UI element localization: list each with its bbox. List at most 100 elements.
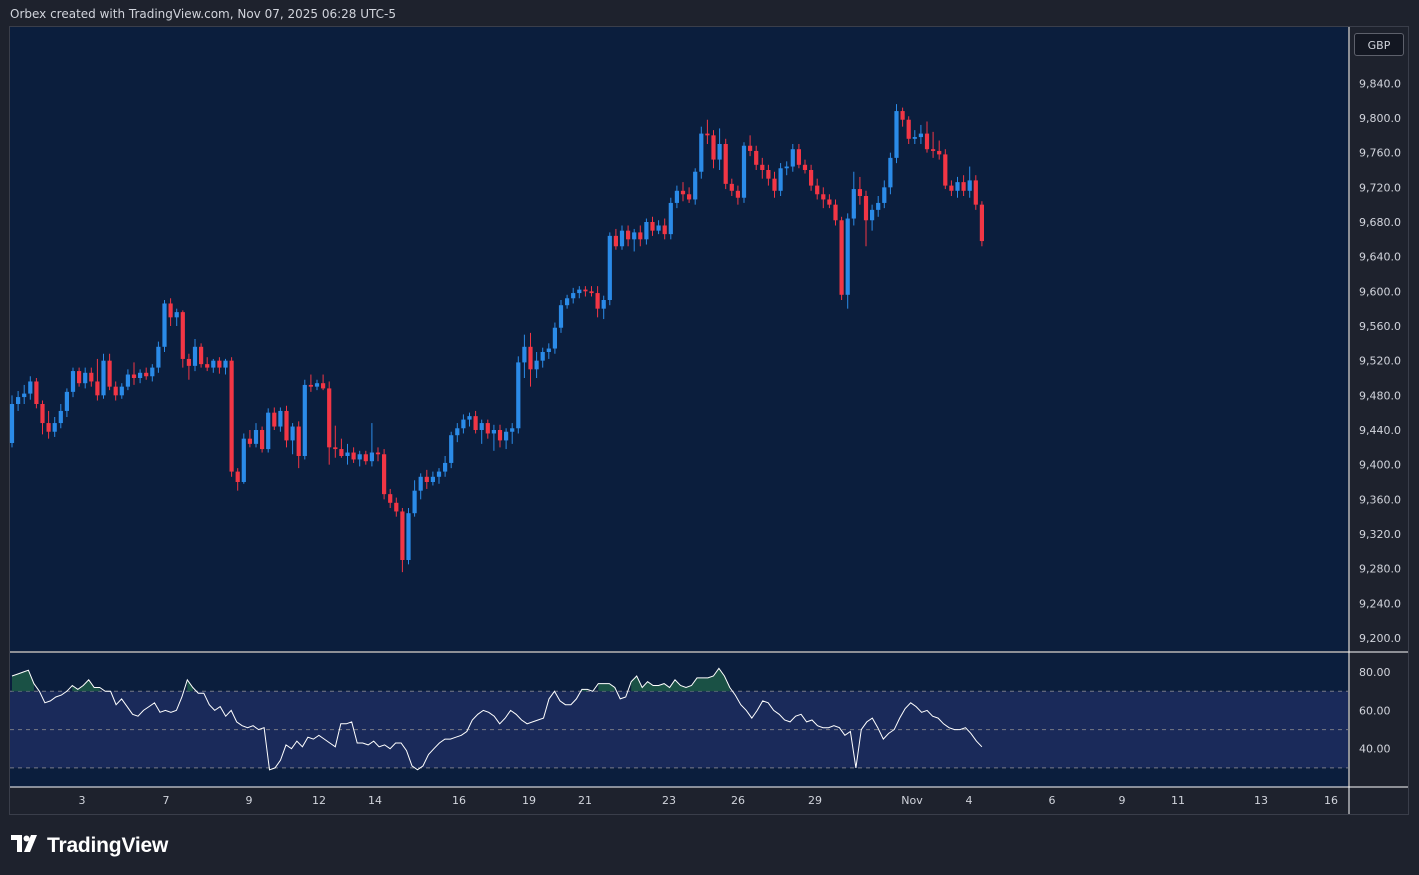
candlestick-series[interactable] bbox=[9, 104, 984, 573]
candle-down bbox=[638, 232, 643, 240]
candle-up bbox=[467, 416, 472, 420]
price-tick-label: 9,560.0 bbox=[1359, 320, 1401, 333]
candle-down bbox=[809, 170, 814, 186]
candle-down bbox=[979, 204, 984, 242]
time-tick-label: 12 bbox=[312, 794, 326, 807]
candle-down bbox=[235, 471, 240, 482]
candle-down bbox=[760, 164, 765, 170]
tradingview-brand[interactable]: TradingView bbox=[11, 832, 168, 859]
candle-up bbox=[851, 189, 856, 219]
candle-down bbox=[961, 182, 966, 191]
candle-down bbox=[308, 384, 313, 387]
chart-svg[interactable]: 9,200.0 9,240.0 9,280.0 9,320.0 9,360.0 9,400… bbox=[9, 26, 1409, 815]
time-tick-label: 3 bbox=[79, 794, 86, 807]
time-tick-label: 16 bbox=[452, 794, 466, 807]
candle-down bbox=[272, 412, 277, 427]
candle-up bbox=[534, 360, 539, 370]
candle-down bbox=[382, 454, 387, 495]
brand-name: TradingView bbox=[47, 833, 169, 857]
oscillator-series[interactable] bbox=[11, 667, 983, 771]
candle-up bbox=[510, 428, 515, 432]
candle-up bbox=[565, 298, 570, 306]
candle-up bbox=[406, 513, 411, 560]
candle-up bbox=[845, 218, 850, 295]
price-tick-label: 9,360.0 bbox=[1359, 493, 1401, 506]
candle-up bbox=[314, 383, 320, 387]
candle-up bbox=[278, 410, 283, 427]
time-tick-label: 23 bbox=[662, 794, 676, 807]
time-tick-label: 26 bbox=[731, 794, 745, 807]
candle-down bbox=[650, 222, 655, 231]
candle-down bbox=[485, 423, 490, 434]
candle-down bbox=[34, 381, 39, 404]
candle-down bbox=[205, 364, 210, 368]
candle-up bbox=[418, 476, 423, 491]
price-axis[interactable]: 9,200.0 9,240.0 9,280.0 9,320.0 9,360.0 9,400… bbox=[1359, 77, 1401, 645]
time-tick-label: 6 bbox=[1049, 794, 1056, 807]
candle-up bbox=[156, 346, 161, 368]
overbought-fill bbox=[598, 683, 615, 692]
price-tick-label: 9,840.0 bbox=[1359, 77, 1401, 90]
candle-down bbox=[95, 381, 100, 396]
candle-down bbox=[937, 150, 942, 155]
candle-up bbox=[70, 371, 76, 392]
price-tick-label: 9,600.0 bbox=[1359, 285, 1401, 298]
candle-down bbox=[351, 452, 356, 460]
currency-button[interactable]: GBP bbox=[1354, 33, 1404, 56]
candle-up bbox=[491, 430, 496, 434]
candle-up bbox=[449, 435, 454, 463]
candle-down bbox=[168, 303, 173, 318]
time-tick-label: 7 bbox=[163, 794, 170, 807]
chart-border bbox=[9, 26, 1409, 815]
candle-down bbox=[217, 360, 222, 368]
price-tick-label: 9,400.0 bbox=[1359, 459, 1401, 472]
candle-up bbox=[119, 386, 124, 396]
candle-up bbox=[912, 137, 917, 139]
candle-down bbox=[497, 430, 503, 441]
candle-up bbox=[357, 454, 362, 460]
candle-up bbox=[223, 360, 228, 368]
candle-up bbox=[699, 133, 704, 172]
candle-down bbox=[687, 194, 692, 200]
candle-down bbox=[327, 388, 332, 448]
candle-down bbox=[247, 438, 252, 444]
time-tick-label: 9 bbox=[246, 794, 253, 807]
oscillator-tick-label: 60.00 bbox=[1359, 704, 1391, 717]
candle-down bbox=[131, 374, 137, 378]
overbought-fill bbox=[12, 670, 34, 692]
candle-up bbox=[461, 419, 466, 429]
candle-down bbox=[199, 346, 204, 365]
candle-up bbox=[918, 133, 923, 138]
chart-frame[interactable]: 9,200.0 9,240.0 9,280.0 9,320.0 9,360.0 9,400… bbox=[9, 26, 1409, 815]
candle-up bbox=[125, 374, 130, 387]
candle-down bbox=[394, 502, 399, 512]
candle-down bbox=[796, 149, 801, 165]
oscillator-tick-label: 80.00 bbox=[1359, 666, 1391, 679]
candle-up bbox=[430, 476, 435, 482]
candle-up bbox=[504, 431, 509, 441]
candle-up bbox=[412, 490, 417, 514]
candle-down bbox=[863, 196, 869, 221]
oscillator-axis[interactable]: 40.00 60.00 80.00 bbox=[1359, 666, 1391, 756]
candle-up bbox=[888, 157, 893, 188]
time-axis[interactable]: 3 7 9 12 14 16 19 21 23 26 29 Nov 4 6 9 11 13 16 bbox=[79, 794, 1339, 807]
candle-up bbox=[656, 225, 661, 231]
candle-down bbox=[931, 149, 936, 151]
candle-up bbox=[778, 168, 783, 191]
chart-caption: Orbex created with TradingView.com, Nov … bbox=[10, 7, 396, 21]
price-tick-label: 9,280.0 bbox=[1359, 563, 1401, 576]
candle-up bbox=[558, 305, 564, 328]
candle-down bbox=[107, 360, 112, 387]
overbought-fill bbox=[187, 679, 193, 692]
candle-down bbox=[473, 416, 478, 430]
candle-up bbox=[443, 462, 448, 472]
candle-up bbox=[516, 362, 521, 429]
candle-up bbox=[58, 410, 63, 424]
candle-up bbox=[601, 300, 606, 309]
candle-up bbox=[436, 471, 442, 477]
candle-up bbox=[552, 327, 557, 349]
candle-down bbox=[375, 452, 381, 455]
time-tick-label: 21 bbox=[578, 794, 592, 807]
candle-down bbox=[613, 235, 618, 247]
candle-up bbox=[162, 303, 167, 347]
